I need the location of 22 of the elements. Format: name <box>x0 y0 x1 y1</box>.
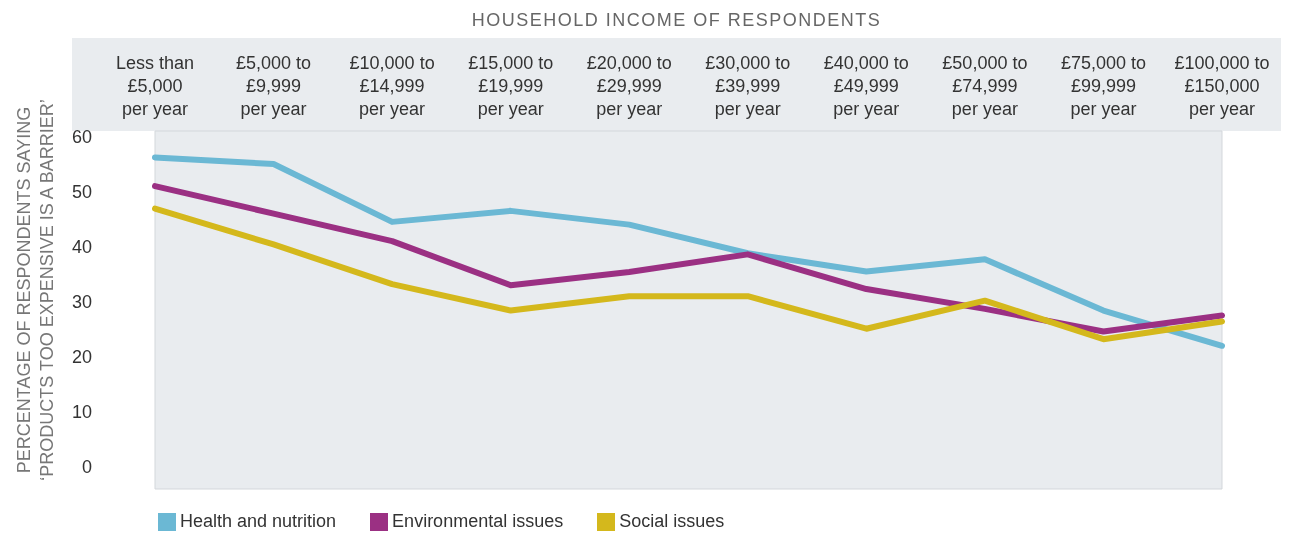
chart-title: HOUSEHOLD INCOME OF RESPONDENTS <box>471 10 882 30</box>
x-tick-label: £50,000 to £74,999 per year <box>942 53 1028 119</box>
legend-label: Health and nutrition <box>180 511 337 531</box>
x-tick-label: £15,000 to £19,999 per year <box>468 53 554 119</box>
x-tick-label: £75,000 to £99,999 per year <box>1060 53 1146 119</box>
y-tick-label: 20 <box>71 347 92 368</box>
x-tick-label: £5,000 to £9,999 per year <box>236 53 312 119</box>
legend-label: Environmental issues <box>392 511 564 531</box>
y-tick-label: 0 <box>81 457 92 478</box>
legend-label: Social issues <box>619 511 725 531</box>
y-axis-title: PERCENTAGE OF RESPONDENTS SAYING ‘PRODUCTS TOO EXPENSIVE IS A BARRIER’ <box>14 99 57 481</box>
x-tick-label: £10,000 to £14,999 per year <box>349 53 435 119</box>
x-tick-label: £100,000 to £150,000 per year <box>1174 53 1270 119</box>
y-tick-label: 60 <box>71 126 92 147</box>
y-tick-label: 10 <box>71 402 92 423</box>
x-tick-label: £20,000 to £29,999 per year <box>586 53 672 119</box>
x-tick-label: £40,000 to £49,999 per year <box>823 53 909 119</box>
x-tick-label: £30,000 to £39,999 per year <box>705 53 791 119</box>
y-tick-label: 40 <box>71 237 92 258</box>
y-tick-label: 50 <box>71 181 92 202</box>
y-tick-label: 30 <box>71 292 92 313</box>
x-tick-label: Less than £5,000 per year <box>115 53 195 119</box>
